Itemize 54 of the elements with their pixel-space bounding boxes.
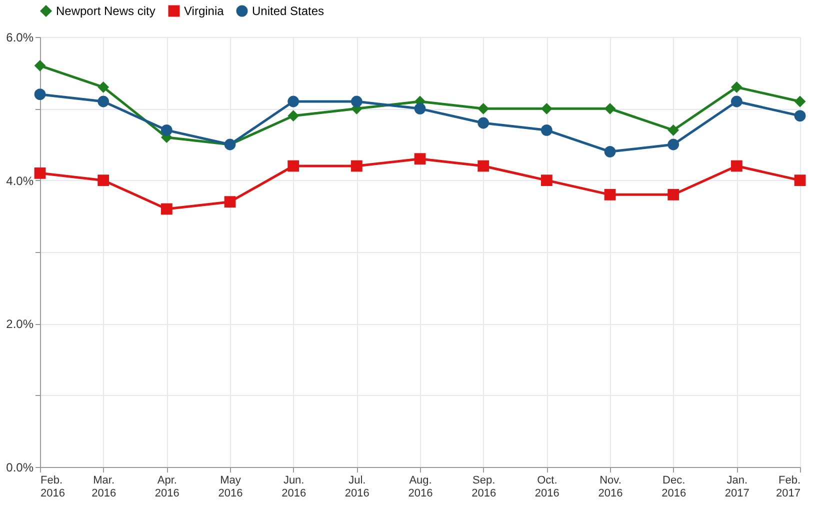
point [288, 110, 300, 122]
point [414, 153, 426, 165]
point [98, 81, 110, 93]
y-tick-label: 6.0% [6, 30, 34, 44]
point [350, 96, 362, 108]
point [478, 117, 490, 129]
x-tick-label: Jul. 2016 [344, 474, 370, 500]
y-tick-label: 0.0% [6, 460, 34, 474]
point [604, 146, 616, 158]
point [668, 124, 680, 136]
point [160, 124, 172, 136]
x-tick-label: Oct. 2016 [534, 474, 560, 500]
point [288, 96, 300, 108]
legend-label: Virginia [184, 4, 224, 18]
point [730, 160, 742, 172]
point [730, 81, 742, 93]
point [350, 160, 362, 172]
point [34, 167, 46, 179]
point [98, 174, 110, 186]
x-tick-label: Sep. 2016 [472, 474, 496, 500]
point [34, 88, 46, 100]
point [540, 174, 552, 186]
point [668, 188, 680, 200]
legend-label: Newport News city [56, 4, 156, 18]
point [34, 60, 46, 72]
point [604, 102, 616, 114]
x-tick-label: Aug. 2016 [408, 474, 433, 500]
point [160, 203, 172, 215]
x-tick-label: Nov. 2016 [598, 474, 623, 500]
y-tick-label: 2.0% [6, 317, 34, 332]
x-tick-label: Feb. 2016 [40, 474, 65, 500]
x-tick-label: May 2016 [218, 474, 243, 500]
point [98, 96, 110, 108]
legend-label: United States [252, 4, 324, 18]
point [794, 96, 806, 108]
x-tick-label: Jun. 2016 [282, 474, 306, 500]
point [414, 102, 426, 114]
y-tick-label: 4.0% [6, 174, 34, 188]
point [668, 138, 680, 150]
x-tick-label: Apr. 2016 [154, 474, 180, 500]
point [224, 196, 236, 208]
point [794, 174, 806, 186]
x-tick-label: Feb. 2017 [776, 474, 800, 500]
point [540, 102, 552, 114]
x-tick-label: Mar. 2016 [92, 474, 116, 500]
point [478, 102, 490, 114]
x-tick-label: Jan. 2017 [724, 474, 750, 500]
point [288, 160, 300, 172]
point [794, 110, 806, 122]
point [478, 160, 490, 172]
point [604, 188, 616, 200]
x-tick-label: Dec. 2016 [662, 474, 686, 500]
point [540, 124, 552, 136]
point [730, 96, 742, 108]
